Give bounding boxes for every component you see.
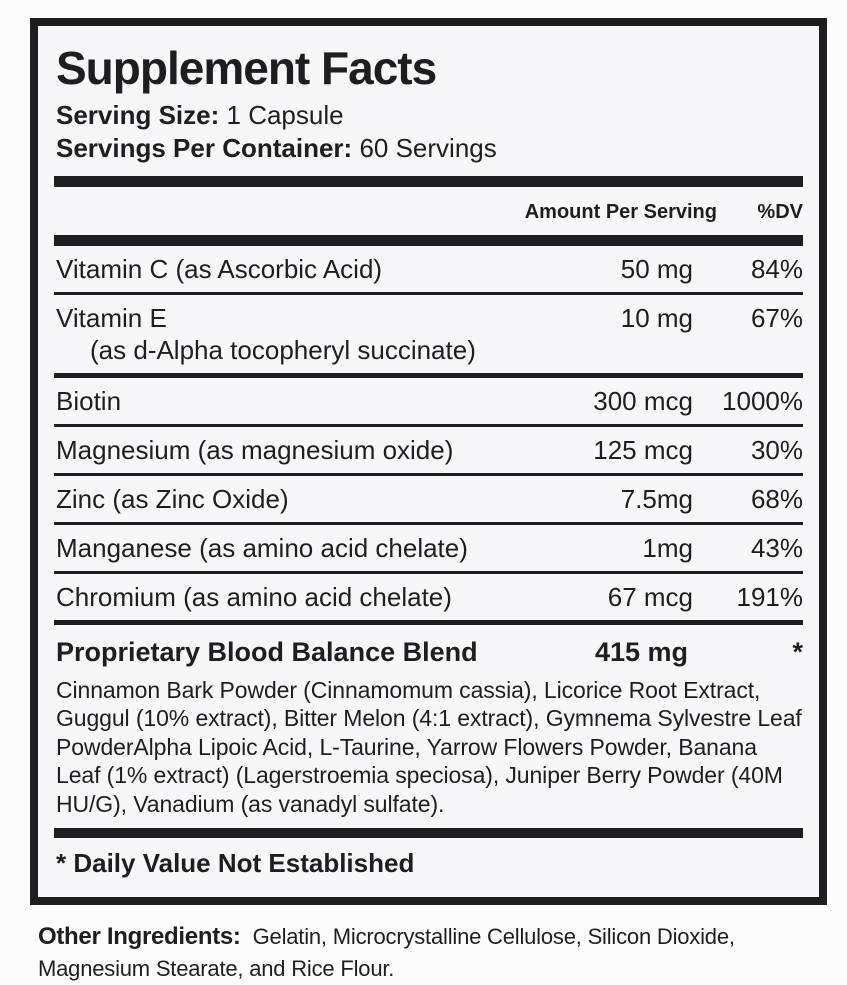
blend-name: Proprietary Blood Balance Blend	[56, 636, 478, 667]
nutrient-rows: Vitamin C (as Ascorbic Acid) 50 mg 84% V…	[54, 246, 803, 625]
nutrient-name: Vitamin E (as d-Alpha tocopheryl succina…	[54, 302, 528, 366]
servings-per-container-line: Servings Per Container: 60 Servings	[56, 132, 803, 165]
nutrient-row: Biotin 300 mcg 1000%	[54, 378, 803, 427]
nutrient-dv: 43%	[750, 532, 803, 563]
nutrient-name-line1: Manganese (as amino acid chelate)	[56, 532, 468, 563]
nutrient-name: Zinc (as Zinc Oxide)	[54, 483, 528, 515]
nutrient-amount: 125 mcg	[593, 434, 693, 465]
nutrient-row: Vitamin E (as d-Alpha tocopheryl succina…	[54, 295, 803, 378]
nutrient-row: Magnesium (as magnesium oxide) 125 mcg 3…	[54, 427, 803, 476]
nutrient-name: Chromium (as amino acid chelate)	[54, 581, 528, 613]
nutrient-name-line2: (as d-Alpha tocopheryl succinate)	[90, 334, 476, 365]
serving-size-line: Serving Size: 1 Capsule	[56, 99, 803, 132]
nutrient-name: Biotin	[54, 385, 528, 417]
nutrient-row: Manganese (as amino acid chelate) 1mg 43…	[54, 525, 803, 574]
nutrient-amount: 1mg	[642, 532, 693, 563]
nutrient-name: Magnesium (as magnesium oxide)	[54, 434, 528, 466]
servings-per-container-label: Servings Per Container:	[56, 132, 353, 163]
nutrient-dv: 191%	[736, 581, 804, 612]
thick-divider-top	[54, 175, 803, 187]
nutrient-dv: 1000%	[722, 385, 803, 416]
nutrient-name-line1: Biotin	[56, 385, 122, 416]
nutrient-dv: 68%	[750, 483, 803, 514]
column-header-row: Amount Per Serving %DV	[54, 187, 803, 235]
nutrient-amount: 10 mg	[620, 302, 693, 333]
nutrient-dv: 84%	[750, 253, 803, 284]
servings-per-container-value: 60 Servings	[359, 132, 497, 163]
other-ingredients-section: Other Ingredients: Gelatin, Microcrystall…	[38, 921, 840, 985]
nutrient-amount: 67 mcg	[607, 581, 693, 612]
nutrient-dv: 67%	[750, 302, 803, 333]
nutrient-dv: 30%	[750, 434, 803, 465]
amount-column-header: Amount Per Serving	[524, 200, 717, 223]
daily-value-footnote: * Daily Value Not Established	[56, 848, 415, 879]
dv-column-header: %DV	[757, 200, 803, 223]
thick-divider-header	[54, 234, 803, 246]
serving-size-label: Serving Size:	[56, 99, 220, 130]
other-ingredients-label: Other Ingredients:	[38, 923, 241, 951]
serving-size-value: 1 Capsule	[226, 99, 344, 130]
proprietary-blend-row: Proprietary Blood Balance Blend 415 mg *	[54, 625, 803, 671]
nutrient-name-line1: Vitamin C (as Ascorbic Acid)	[56, 253, 383, 284]
supplement-facts-panel: Supplement Facts Serving Size: 1 Capsule…	[30, 18, 827, 906]
nutrient-name-line1: Vitamin E	[56, 302, 167, 333]
nutrient-row: Chromium (as amino acid chelate) 67 mcg …	[54, 574, 803, 625]
blend-amount: 415 mg	[594, 636, 688, 667]
nutrient-amount: 7.5mg	[620, 483, 693, 514]
nutrient-name-line1: Chromium (as amino acid chelate)	[56, 581, 452, 612]
blend-ingredients-text: Cinnamon Bark Powder (Cinnamomum cassia)…	[56, 676, 802, 817]
thick-divider-bottom	[54, 828, 803, 839]
panel-title: Supplement Facts	[56, 42, 437, 94]
nutrient-name: Manganese (as amino acid chelate)	[54, 532, 528, 564]
nutrient-row: Vitamin C (as Ascorbic Acid) 50 mg 84%	[54, 246, 803, 295]
nutrient-amount: 300 mcg	[593, 385, 693, 416]
nutrient-row: Zinc (as Zinc Oxide) 7.5mg 68%	[54, 476, 803, 525]
nutrient-name-line1: Zinc (as Zinc Oxide)	[56, 483, 289, 514]
nutrient-amount: 50 mg	[620, 253, 693, 284]
blend-dv-asterisk: *	[792, 636, 803, 667]
nutrient-name: Vitamin C (as Ascorbic Acid)	[54, 253, 528, 285]
nutrient-name-line1: Magnesium (as magnesium oxide)	[56, 434, 454, 465]
